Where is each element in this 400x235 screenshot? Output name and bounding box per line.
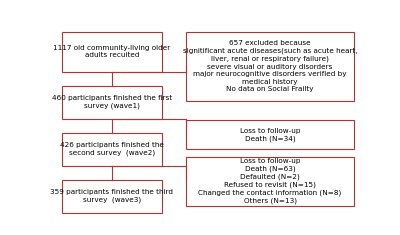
- Text: 657 excluded because
signitificant acute diseases(such as acute heart,
liver, re: 657 excluded because signitificant acute…: [183, 40, 358, 92]
- Text: Loss to follow-up
Death (N=34): Loss to follow-up Death (N=34): [240, 128, 300, 141]
- Text: 359 participants finished the third
survey  (wave3): 359 participants finished the third surv…: [50, 189, 174, 204]
- FancyBboxPatch shape: [186, 121, 354, 149]
- Text: 426 participants finished the
second survey  (wave2): 426 participants finished the second sur…: [60, 142, 164, 157]
- FancyBboxPatch shape: [62, 32, 162, 72]
- FancyBboxPatch shape: [62, 86, 162, 119]
- FancyBboxPatch shape: [62, 133, 162, 166]
- FancyBboxPatch shape: [62, 180, 162, 213]
- FancyBboxPatch shape: [186, 157, 354, 206]
- Text: Loss to follow-up
Death (N=63)
Defaulted (N=2)
Refused to revisit (N=15)
Changed: Loss to follow-up Death (N=63) Defaulted…: [198, 158, 342, 204]
- Text: 1117 old community-living older
adults recuited: 1117 old community-living older adults r…: [53, 45, 171, 59]
- FancyBboxPatch shape: [186, 32, 354, 101]
- Text: 460 participants finished the first
survey (wave1): 460 participants finished the first surv…: [52, 95, 172, 109]
